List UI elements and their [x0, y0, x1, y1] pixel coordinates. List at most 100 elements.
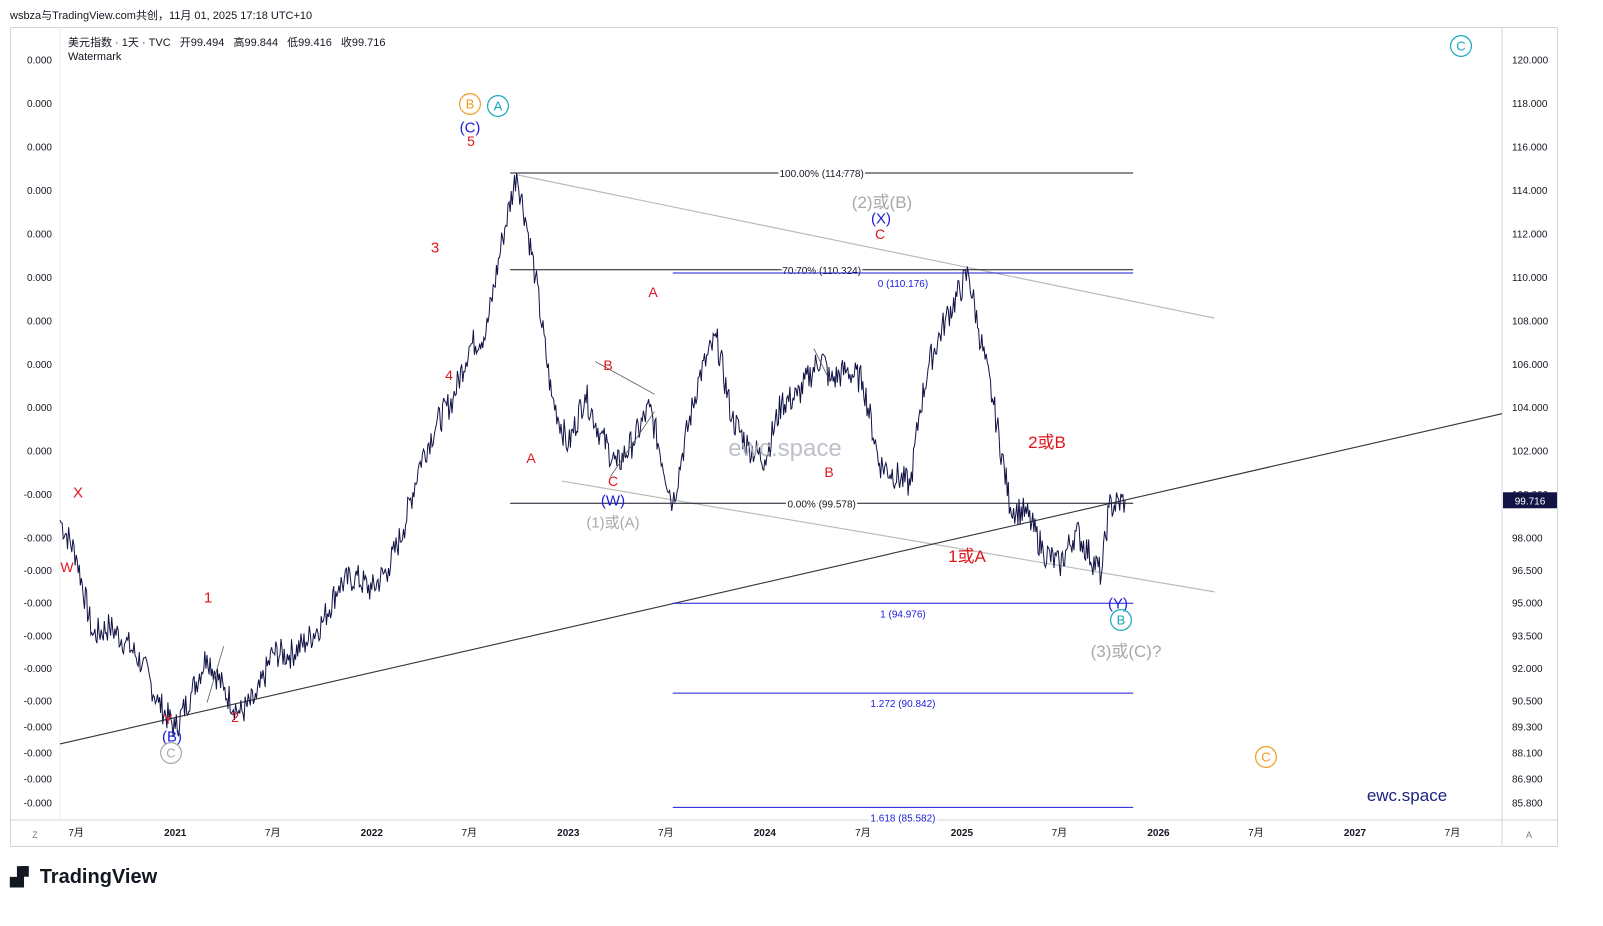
subwave-connector	[595, 361, 655, 395]
left-tick-label: -0.000	[24, 599, 53, 610]
symbol-name[interactable]: 美元指数 · 1天 · TVC	[68, 37, 171, 49]
wave-label: 2或B	[1028, 433, 1066, 452]
wave-label: 1或A	[948, 547, 986, 566]
y-tick-label: 98.000	[1512, 534, 1543, 545]
y-tick-label: 104.000	[1512, 403, 1549, 414]
wave-label-circle	[1109, 608, 1132, 631]
wave-label: C	[1456, 39, 1465, 54]
wave-label: B	[603, 357, 612, 373]
wave-label-circle	[459, 92, 482, 115]
x-tick-label: 7月	[658, 827, 674, 839]
center-watermark: ewc.space	[728, 435, 841, 462]
x-tick-label: 7月	[461, 827, 477, 839]
wave-label: B	[466, 97, 475, 112]
ohlc-close: 收99.716	[340, 37, 386, 49]
y-tick-label: 89.300	[1512, 723, 1543, 734]
y-tick-label: 96.500	[1512, 566, 1543, 577]
wave-label-circle	[1449, 34, 1472, 57]
x-tick-label: 7月	[1052, 827, 1068, 839]
current-price-label: 99.716	[1515, 496, 1546, 507]
x-tick-label: 2027	[1344, 828, 1367, 839]
wave-label: (2)或(B)	[852, 193, 912, 212]
left-tick-label: -0.000	[24, 799, 53, 810]
wave-label: (1)或(A)	[586, 514, 639, 531]
ohlc-high: 高99.844	[233, 37, 279, 49]
wave-label: C	[1261, 750, 1270, 765]
left-tick-label: -0.000	[24, 490, 53, 501]
price-series-line	[59, 172, 1126, 737]
wave-label: (X)	[871, 210, 891, 227]
wave-label: C	[875, 226, 885, 242]
left-tick-label: -0.000	[24, 775, 53, 786]
wave-label: 5	[467, 133, 475, 149]
wave-label: A	[526, 450, 536, 466]
x-tick-label: 2021	[164, 828, 187, 839]
left-tick-label: -0.000	[24, 697, 53, 708]
wave-label-circle	[160, 741, 183, 764]
wave-label: W	[60, 559, 74, 575]
left-tick-label: 0.000	[27, 447, 52, 458]
subwave-connector	[813, 348, 831, 382]
y-tick-label: 116.000	[1512, 142, 1548, 153]
wave-label: 3	[431, 239, 439, 256]
tradingview-logo[interactable]: ▟▘ TradingView	[10, 866, 157, 889]
wave-label: (C)	[460, 119, 481, 136]
axis-corner-left: Z	[32, 830, 38, 840]
left-tick-label: 0.000	[27, 360, 52, 371]
current-price-tag	[1503, 492, 1557, 509]
wave-label: 2	[231, 709, 239, 725]
symbol-header: 美元指数 · 1天 · TVC 开99.494 高99.844 低99.416 …	[68, 34, 392, 50]
channel-upper-line	[516, 174, 1215, 319]
wave-label: C	[608, 473, 618, 489]
fib-level-label: 1 (94.976)	[880, 609, 926, 620]
wave-label: (Y)	[1108, 595, 1128, 612]
y-tick-label: 118.000	[1512, 99, 1548, 110]
left-tick-label: 0.000	[27, 273, 52, 284]
y-tick-label: 86.900	[1512, 775, 1543, 786]
y-tick-label: 93.500	[1512, 631, 1543, 642]
corner-watermark: ewc.space	[1367, 786, 1447, 805]
left-tick-label: -0.000	[24, 749, 53, 760]
left-tick-label: -0.000	[24, 534, 53, 545]
wave-label: 1	[204, 589, 212, 606]
wave-label: (3)或(C)?	[1091, 642, 1162, 661]
x-tick-label: 2023	[557, 828, 580, 839]
left-tick-label: 0.000	[27, 403, 52, 414]
wave-label: (B)	[162, 728, 182, 745]
window-title: wsbza与TradingView.com共创，11月 01, 2025 17:…	[10, 10, 313, 22]
left-tick-label: 0.000	[27, 316, 52, 327]
y-tick-label: 114.000	[1512, 186, 1548, 197]
left-tick-label: -0.000	[24, 723, 53, 734]
x-tick-label: 2024	[754, 828, 777, 839]
fib-level-label: 1.618 (85.582)	[870, 813, 935, 824]
wave-label: B	[1117, 613, 1126, 628]
ohlc-low: 低99.416	[287, 37, 332, 49]
y-tick-label: 88.100	[1512, 749, 1543, 760]
wave-label: A	[494, 99, 503, 114]
left-tick-label: 0.000	[27, 186, 52, 197]
x-tick-label: 7月	[1248, 827, 1264, 839]
x-tick-label: 2025	[951, 828, 974, 839]
x-tick-label: 7月	[855, 827, 871, 839]
left-tick-label: -0.000	[24, 566, 53, 577]
tradingview-logo-icon: ▟▘	[10, 867, 36, 887]
y-tick-label: 90.500	[1512, 697, 1543, 708]
left-tick-label: 0.000	[27, 56, 52, 67]
y-tick-label: 108.000	[1512, 316, 1549, 327]
watermark-indicator-label[interactable]: Watermark	[68, 51, 122, 63]
support-trendline	[59, 413, 1503, 745]
wave-label: (W)	[601, 492, 625, 509]
x-tick-label: 7月	[1445, 827, 1461, 839]
ohlc-open: 开99.494	[179, 37, 225, 49]
y-tick-label: 110.000	[1512, 273, 1548, 284]
tradingview-logo-text: TradingView	[39, 866, 158, 888]
wave-label: Y	[163, 711, 173, 727]
wave-label: 4	[445, 367, 453, 383]
chart-frame	[10, 27, 1558, 847]
axis-corner-right: A	[1526, 830, 1532, 840]
fib-level-label: 70.70% (110.324)	[782, 266, 861, 277]
x-tick-label: 7月	[68, 827, 84, 839]
y-tick-label: 102.000	[1512, 447, 1549, 458]
fib-level-label: 1.272 (90.842)	[870, 699, 935, 710]
